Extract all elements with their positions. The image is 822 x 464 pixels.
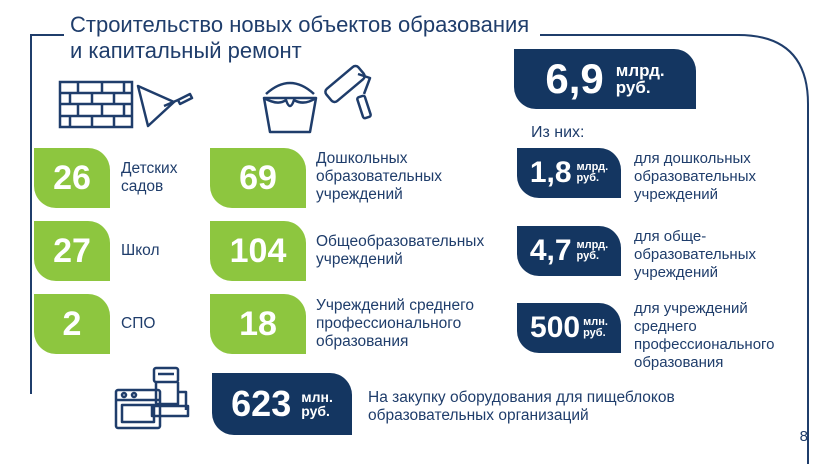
schools-badge: 27 (34, 221, 110, 281)
frame-top-left (30, 34, 64, 36)
general-ed-badge: 104 (210, 221, 306, 281)
preschool-funding-badge: 1,8 млрд. руб. (517, 148, 621, 198)
total-unit2: руб. (615, 78, 651, 97)
kindergartens-badge: 26 (34, 148, 110, 208)
general-funding-badge: 4,7 млрд. руб. (517, 226, 621, 276)
general-ed-label: Общеобразовательных учреждений (316, 233, 485, 268)
schools-label: Школ (121, 242, 160, 259)
meat-grinder-icon (150, 366, 190, 418)
kindergartens-label: Детских садов (121, 160, 178, 195)
total-value: 6,9 (545, 55, 604, 102)
brick-wall-icon (58, 80, 134, 129)
oven-icon (114, 388, 162, 430)
vocational-label: Учреждений среднего профессионального обра… (316, 297, 475, 350)
preschool-label: Дошкольных образовательных учреждений (316, 150, 443, 203)
general-funding-label: для обще-образовательных учреждений (634, 228, 756, 281)
equipment-label: На закупку оборудования для пищеблоков об… (368, 389, 675, 424)
total-unit1: млрд. (615, 61, 665, 80)
page-number: 8 (799, 428, 808, 445)
preschool-funding-label: для дошкольных образовательных учреждений (634, 150, 756, 203)
equipment-badge: 623 млн. руб. (212, 373, 352, 435)
vocational-funding-badge: 500 млн. руб. (517, 303, 621, 353)
page-title: Строительство новых объектов образования… (70, 12, 530, 63)
paint-roller-icon (324, 64, 372, 120)
total-badge: 6,9 млрд. руб. (514, 49, 696, 109)
frame-top-right (540, 34, 740, 36)
of-which-label: Из них: (531, 124, 585, 141)
trowel-icon (136, 84, 194, 128)
preschool-badge: 69 (210, 148, 306, 208)
paint-bucket-icon (262, 81, 318, 134)
vocational-funding-label: для учреждений среднего профессионального о… (634, 300, 775, 371)
spo-badge: 2 (34, 294, 110, 354)
vocational-badge: 18 (210, 294, 306, 354)
frame-corner (738, 34, 809, 464)
frame-left (30, 34, 32, 394)
spo-label: СПО (121, 315, 156, 332)
